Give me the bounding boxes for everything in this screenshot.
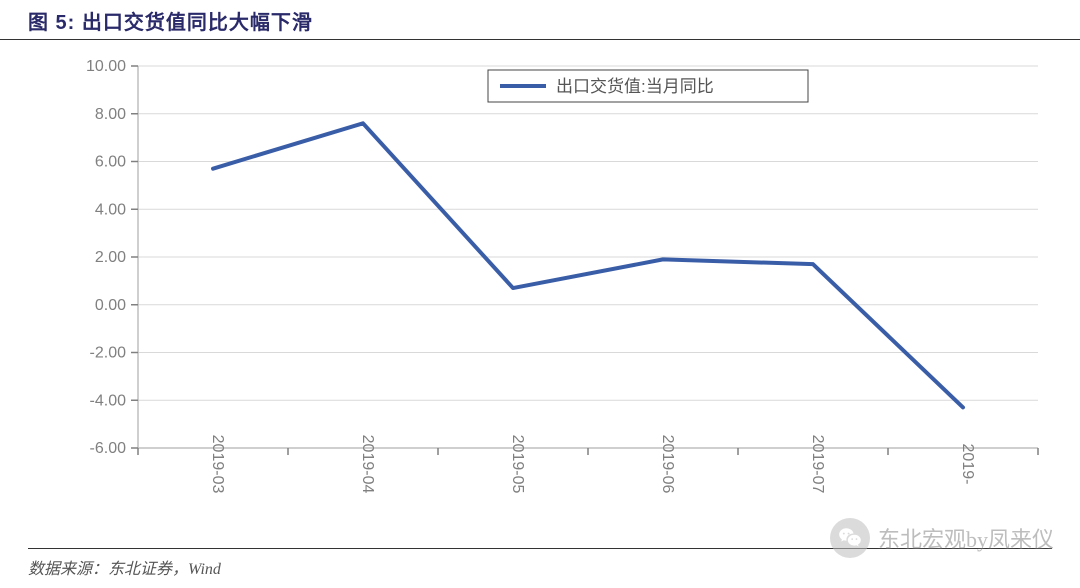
chart-title: 图 5: 出口交货值同比大幅下滑 — [28, 12, 313, 34]
svg-text:-6.00: -6.00 — [90, 440, 127, 457]
line-chart: -6.00 -4.00 -2.00 0.00 2.00 4.00 6.00 8.00 10.00… — [28, 48, 1052, 548]
svg-text:8.00: 8.00 — [95, 106, 126, 123]
svg-text:2019-05: 2019-05 — [509, 435, 526, 494]
svg-text:2019-04: 2019-04 — [359, 435, 376, 494]
svg-text:0.00: 0.00 — [95, 297, 126, 314]
svg-text:4.00: 4.00 — [95, 201, 126, 218]
chart-footer: 数据来源：东北证券，Wind — [0, 549, 1080, 585]
svg-text:2019-: 2019- — [959, 444, 976, 485]
chart-container: -6.00 -4.00 -2.00 0.00 2.00 4.00 6.00 8.00 10.00… — [28, 40, 1052, 549]
svg-text:10.00: 10.00 — [86, 58, 126, 75]
svg-text:2.00: 2.00 — [95, 249, 126, 266]
svg-text:6.00: 6.00 — [95, 154, 126, 171]
svg-text:出口交货值:当月同比: 出口交货值:当月同比 — [556, 77, 714, 96]
svg-text:2019-07: 2019-07 — [809, 435, 826, 494]
svg-text:-4.00: -4.00 — [90, 392, 127, 409]
svg-text:2019-03: 2019-03 — [209, 435, 226, 494]
data-source: 数据来源：东北证券，Wind — [28, 561, 221, 578]
svg-text:-2.00: -2.00 — [90, 345, 127, 362]
chart-header: 图 5: 出口交货值同比大幅下滑 — [0, 0, 1080, 40]
svg-text:2019-06: 2019-06 — [659, 435, 676, 494]
